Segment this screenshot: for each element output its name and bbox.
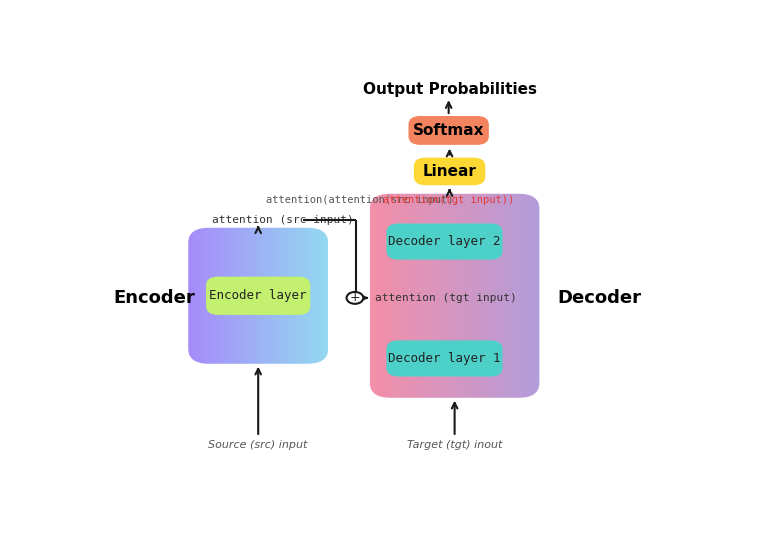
Text: attention(tgt input)): attention(tgt input)) [382, 195, 514, 205]
FancyBboxPatch shape [386, 341, 502, 376]
Text: Encoder layer: Encoder layer [210, 289, 307, 302]
Text: attention (src input): attention (src input) [212, 215, 354, 225]
Text: Source (src) input: Source (src) input [208, 439, 307, 449]
Text: Softmax: Softmax [413, 123, 485, 138]
Text: attention(attention(src input),: attention(attention(src input), [266, 195, 465, 205]
Text: Target (tgt) inout: Target (tgt) inout [407, 439, 502, 449]
Text: Decoder layer 1: Decoder layer 1 [389, 352, 501, 365]
Text: Decoder layer 2: Decoder layer 2 [389, 235, 501, 248]
Text: Encoder: Encoder [114, 289, 196, 307]
Text: Output Probabilities: Output Probabilities [363, 82, 537, 97]
FancyBboxPatch shape [206, 277, 310, 315]
Circle shape [346, 292, 363, 304]
FancyBboxPatch shape [409, 116, 489, 145]
Text: Decoder: Decoder [558, 289, 641, 307]
FancyBboxPatch shape [414, 158, 485, 185]
Text: +: + [349, 291, 360, 304]
Text: attention (tgt input): attention (tgt input) [375, 293, 516, 303]
Text: Linear: Linear [422, 164, 476, 179]
FancyBboxPatch shape [386, 224, 502, 259]
